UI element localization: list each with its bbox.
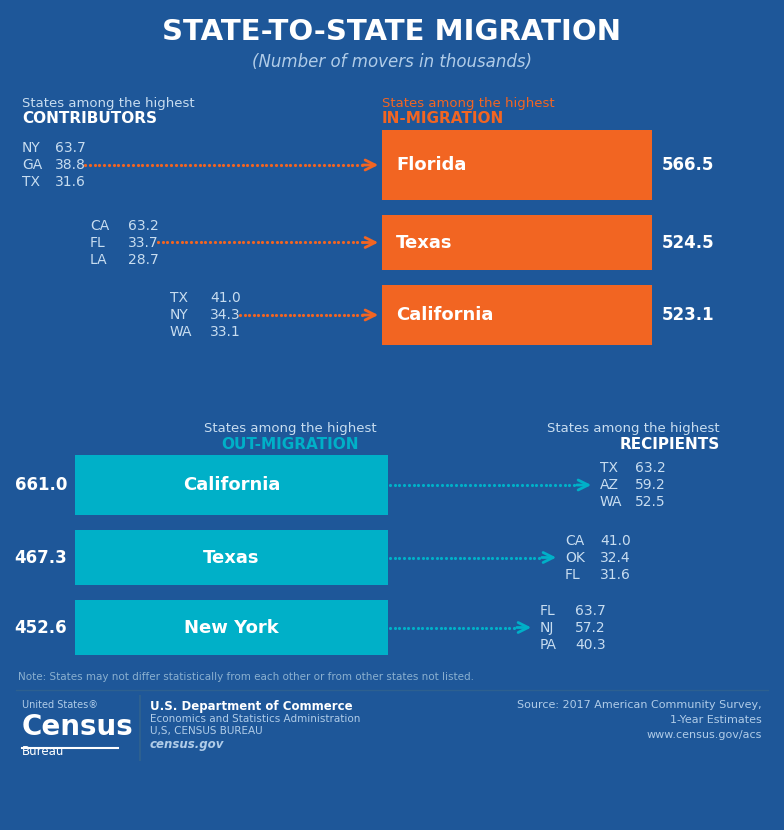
Text: States among the highest: States among the highest: [22, 97, 194, 110]
Text: 523.1: 523.1: [662, 306, 715, 324]
Text: TX: TX: [22, 175, 40, 189]
Text: U.S. Department of Commerce: U.S. Department of Commerce: [150, 700, 353, 713]
Text: States among the highest: States among the highest: [204, 422, 376, 435]
Text: States among the highest: States among the highest: [382, 97, 554, 110]
Text: FL: FL: [90, 236, 106, 250]
Text: LA: LA: [90, 252, 107, 266]
Text: New York: New York: [184, 618, 279, 637]
FancyBboxPatch shape: [75, 530, 388, 585]
Text: Texas: Texas: [203, 549, 260, 567]
Text: 63.7: 63.7: [575, 603, 606, 618]
Text: (Number of movers in thousands): (Number of movers in thousands): [252, 53, 532, 71]
FancyBboxPatch shape: [382, 130, 652, 200]
Text: Note: States may not differ statistically from each other or from other states n: Note: States may not differ statisticall…: [18, 672, 474, 682]
Text: NY: NY: [170, 308, 189, 322]
Text: FL: FL: [540, 603, 556, 618]
Text: WA: WA: [600, 495, 622, 509]
Text: 32.4: 32.4: [600, 550, 630, 564]
Text: 524.5: 524.5: [662, 233, 715, 251]
Text: 59.2: 59.2: [635, 478, 666, 492]
Text: PA: PA: [540, 637, 557, 652]
Text: 31.6: 31.6: [55, 175, 86, 189]
FancyBboxPatch shape: [75, 455, 388, 515]
Text: Source: 2017 American Community Survey,
1-Year Estimates
www.census.gov/acs: Source: 2017 American Community Survey, …: [517, 700, 762, 740]
Text: TX: TX: [170, 291, 188, 305]
Text: CA: CA: [90, 218, 109, 232]
Text: 566.5: 566.5: [662, 156, 714, 174]
Text: TX: TX: [600, 461, 618, 475]
FancyBboxPatch shape: [382, 285, 652, 345]
Text: WA: WA: [170, 325, 193, 339]
Text: 63.2: 63.2: [128, 218, 158, 232]
Text: 467.3: 467.3: [14, 549, 67, 567]
Text: 33.1: 33.1: [210, 325, 241, 339]
Text: 41.0: 41.0: [210, 291, 241, 305]
Text: 28.7: 28.7: [128, 252, 158, 266]
Text: AZ: AZ: [600, 478, 619, 492]
Text: U,S, CENSUS BUREAU: U,S, CENSUS BUREAU: [150, 726, 263, 736]
Text: Florida: Florida: [396, 156, 466, 174]
Text: 40.3: 40.3: [575, 637, 605, 652]
Text: United States®: United States®: [22, 700, 98, 710]
Text: 57.2: 57.2: [575, 621, 605, 634]
Text: CA: CA: [565, 534, 584, 548]
Text: RECIPIENTS: RECIPIENTS: [619, 437, 720, 452]
Text: 63.2: 63.2: [635, 461, 666, 475]
Text: 34.3: 34.3: [210, 308, 241, 322]
Text: FL: FL: [565, 568, 581, 582]
Text: OUT-MIGRATION: OUT-MIGRATION: [221, 437, 359, 452]
Text: 661.0: 661.0: [15, 476, 67, 494]
Text: NJ: NJ: [540, 621, 554, 634]
Text: 33.7: 33.7: [128, 236, 158, 250]
Text: California: California: [396, 306, 493, 324]
Text: 38.8: 38.8: [55, 158, 86, 172]
Text: Bureau: Bureau: [22, 745, 64, 758]
Text: CONTRIBUTORS: CONTRIBUTORS: [22, 111, 157, 126]
Text: Economics and Statistics Administration: Economics and Statistics Administration: [150, 714, 361, 724]
Text: 31.6: 31.6: [600, 568, 631, 582]
Text: Census: Census: [22, 713, 134, 741]
Text: 452.6: 452.6: [14, 618, 67, 637]
Text: STATE-TO-STATE MIGRATION: STATE-TO-STATE MIGRATION: [162, 18, 622, 46]
Text: States among the highest: States among the highest: [547, 422, 720, 435]
Text: 52.5: 52.5: [635, 495, 666, 509]
Text: NY: NY: [22, 141, 41, 155]
Text: California: California: [183, 476, 280, 494]
Text: GA: GA: [22, 158, 42, 172]
Text: OK: OK: [565, 550, 585, 564]
FancyBboxPatch shape: [382, 215, 652, 270]
Text: IN-MIGRATION: IN-MIGRATION: [382, 111, 504, 126]
Text: Texas: Texas: [396, 233, 452, 251]
Text: 41.0: 41.0: [600, 534, 631, 548]
Text: 63.7: 63.7: [55, 141, 85, 155]
Text: census.gov: census.gov: [150, 738, 224, 751]
FancyBboxPatch shape: [75, 600, 388, 655]
